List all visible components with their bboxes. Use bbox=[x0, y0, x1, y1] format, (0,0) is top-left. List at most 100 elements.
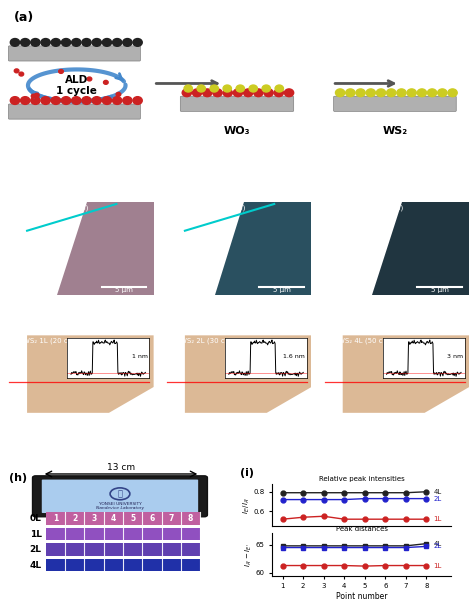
Text: 1: 1 bbox=[53, 514, 58, 523]
FancyBboxPatch shape bbox=[9, 104, 140, 119]
Circle shape bbox=[102, 38, 111, 46]
FancyBboxPatch shape bbox=[33, 476, 208, 517]
Text: 1L: 1L bbox=[434, 562, 442, 568]
Text: (f): (f) bbox=[167, 334, 179, 343]
Circle shape bbox=[249, 85, 257, 92]
Circle shape bbox=[41, 96, 50, 104]
Circle shape bbox=[19, 72, 24, 76]
Title: Peak distances: Peak distances bbox=[336, 526, 388, 532]
Text: 5 μm: 5 μm bbox=[115, 288, 133, 294]
Polygon shape bbox=[373, 202, 469, 295]
Y-axis label: $I_{E'}/I_{A'}$: $I_{E'}/I_{A'}$ bbox=[242, 496, 252, 514]
Text: 2L: 2L bbox=[29, 545, 42, 554]
Text: (i): (i) bbox=[240, 468, 254, 478]
Circle shape bbox=[336, 89, 345, 96]
Circle shape bbox=[123, 96, 132, 104]
Circle shape bbox=[59, 69, 64, 74]
Circle shape bbox=[184, 85, 192, 92]
Polygon shape bbox=[57, 202, 154, 295]
FancyBboxPatch shape bbox=[46, 512, 200, 525]
Circle shape bbox=[20, 38, 30, 46]
Text: 5: 5 bbox=[130, 514, 135, 523]
Circle shape bbox=[236, 85, 245, 92]
FancyBboxPatch shape bbox=[180, 96, 294, 111]
Text: 4L: 4L bbox=[29, 561, 42, 570]
Title: Relative peak intensities: Relative peak intensities bbox=[319, 476, 405, 482]
Circle shape bbox=[346, 89, 355, 96]
Circle shape bbox=[275, 85, 283, 92]
FancyBboxPatch shape bbox=[9, 46, 140, 61]
Circle shape bbox=[262, 85, 271, 92]
Circle shape bbox=[62, 96, 71, 104]
FancyBboxPatch shape bbox=[42, 480, 198, 513]
Circle shape bbox=[223, 85, 231, 92]
Text: WS₂ 2L (30 cycles): WS₂ 2L (30 cycles) bbox=[181, 337, 246, 344]
Circle shape bbox=[72, 96, 81, 104]
Circle shape bbox=[82, 38, 91, 46]
Circle shape bbox=[210, 85, 219, 92]
Circle shape bbox=[112, 38, 122, 46]
X-axis label: Point number: Point number bbox=[336, 592, 388, 599]
Circle shape bbox=[417, 89, 427, 96]
Circle shape bbox=[438, 89, 447, 96]
Circle shape bbox=[387, 89, 396, 96]
Text: (c): (c) bbox=[167, 201, 181, 210]
Polygon shape bbox=[185, 335, 311, 413]
Circle shape bbox=[116, 92, 121, 96]
Circle shape bbox=[92, 38, 101, 46]
Text: (g): (g) bbox=[325, 334, 339, 343]
Circle shape bbox=[264, 89, 273, 96]
Circle shape bbox=[192, 89, 202, 96]
FancyBboxPatch shape bbox=[46, 528, 200, 540]
Circle shape bbox=[112, 96, 122, 104]
Circle shape bbox=[14, 69, 19, 73]
Text: (b): (b) bbox=[9, 201, 24, 210]
Text: (a): (a) bbox=[14, 11, 34, 23]
Text: 1L: 1L bbox=[434, 516, 442, 522]
Text: 7: 7 bbox=[169, 514, 174, 523]
Text: 8: 8 bbox=[188, 514, 193, 523]
Circle shape bbox=[133, 38, 142, 46]
Circle shape bbox=[133, 96, 142, 104]
Circle shape bbox=[197, 85, 205, 92]
Circle shape bbox=[51, 38, 61, 46]
Text: (e): (e) bbox=[9, 334, 24, 343]
Text: 0.5 μm: 0.5 μm bbox=[176, 423, 201, 429]
Circle shape bbox=[31, 94, 36, 98]
Text: 5 μm: 5 μm bbox=[430, 288, 448, 294]
Circle shape bbox=[62, 38, 71, 46]
Circle shape bbox=[123, 38, 132, 46]
Circle shape bbox=[31, 96, 40, 104]
Circle shape bbox=[376, 89, 386, 96]
Text: 4L: 4L bbox=[434, 489, 442, 495]
Text: WS₂: WS₂ bbox=[383, 126, 408, 136]
Text: WO₃: WO₃ bbox=[224, 126, 250, 136]
Text: 3: 3 bbox=[91, 514, 97, 523]
Text: 0.5 μm: 0.5 μm bbox=[334, 423, 359, 429]
Circle shape bbox=[92, 96, 101, 104]
Text: 13 cm: 13 cm bbox=[107, 463, 135, 472]
Circle shape bbox=[10, 38, 19, 46]
Circle shape bbox=[31, 38, 40, 46]
Circle shape bbox=[366, 89, 375, 96]
FancyBboxPatch shape bbox=[334, 96, 456, 111]
Circle shape bbox=[10, 96, 19, 104]
Text: Nandevice Laboratory: Nandevice Laboratory bbox=[96, 506, 144, 510]
Text: 4: 4 bbox=[111, 514, 116, 523]
FancyBboxPatch shape bbox=[46, 559, 200, 571]
Circle shape bbox=[244, 89, 253, 96]
Polygon shape bbox=[343, 335, 469, 413]
Circle shape bbox=[428, 89, 437, 96]
Text: 1L: 1L bbox=[29, 530, 42, 539]
Circle shape bbox=[448, 89, 457, 96]
Circle shape bbox=[82, 96, 91, 104]
Text: (h): (h) bbox=[9, 473, 27, 483]
Text: 2L: 2L bbox=[434, 543, 442, 549]
Circle shape bbox=[103, 80, 108, 84]
Polygon shape bbox=[27, 335, 154, 413]
Text: 2: 2 bbox=[72, 514, 77, 523]
Circle shape bbox=[274, 89, 283, 96]
Text: Ⓡ: Ⓡ bbox=[118, 489, 122, 498]
Text: 5 μm: 5 μm bbox=[273, 288, 291, 294]
Text: 2L: 2L bbox=[434, 495, 442, 501]
